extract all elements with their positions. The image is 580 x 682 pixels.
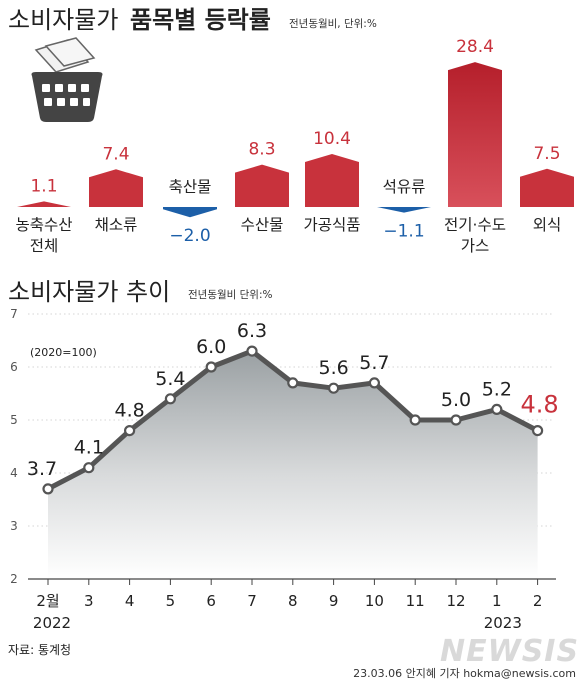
- bar-value-label: 10.4: [313, 129, 351, 149]
- bar-value-label: 28.4: [456, 37, 494, 57]
- bar: [305, 153, 359, 207]
- bar: [235, 164, 289, 207]
- data-value-label: 6.0: [196, 336, 226, 358]
- year-label: 2022: [33, 614, 71, 632]
- data-point: [205, 361, 217, 373]
- data-point: [531, 425, 544, 437]
- y-tick-label: 7: [10, 307, 18, 321]
- data-point: [287, 377, 299, 389]
- bar: [89, 169, 143, 207]
- shopping-basket-icon: [31, 37, 103, 122]
- x-tick-label: 1: [492, 592, 502, 610]
- bar-value-label: 7.5: [533, 144, 560, 164]
- data-point: [246, 345, 258, 357]
- category-label: 전체: [30, 237, 59, 255]
- x-tick-label: 10: [365, 592, 384, 610]
- y-tick-label: 5: [10, 413, 18, 427]
- bar-value-label: 1.1: [30, 176, 57, 196]
- bar: [520, 168, 574, 207]
- data-value-label: 4.8: [114, 400, 144, 422]
- x-tick-label: 7: [247, 592, 257, 610]
- data-point: [83, 462, 95, 474]
- data-point: [42, 483, 54, 495]
- x-tick-label: 11: [406, 592, 425, 610]
- category-label: 채소류: [95, 216, 138, 234]
- category-label: 외식: [533, 216, 562, 234]
- x-tick-label: 2월: [36, 592, 59, 610]
- bar: [448, 62, 502, 207]
- category-label: 축산물: [169, 178, 212, 196]
- category-label: 수산물: [241, 216, 284, 234]
- base-note: (2020=100): [30, 346, 97, 359]
- category-label: 가스: [461, 237, 490, 255]
- data-value-label: 5.6: [318, 357, 348, 379]
- category-label: 농축수산: [15, 216, 72, 234]
- year-label: 2023: [484, 614, 522, 632]
- bottom-title: 소비자물가 추이: [8, 278, 170, 306]
- top-title-part1: 소비자물가: [8, 6, 118, 34]
- data-value-label: 4.8: [521, 391, 559, 419]
- data-value-label: 5.0: [441, 389, 471, 411]
- data-point: [328, 382, 340, 394]
- y-tick-label: 2: [10, 572, 18, 586]
- data-point: [409, 414, 421, 426]
- x-tick-label: 3: [84, 592, 94, 610]
- data-point: [368, 377, 380, 389]
- source-note: 자료: 통계청: [8, 643, 71, 657]
- data-point: [491, 403, 503, 415]
- y-tick-label: 6: [10, 360, 18, 374]
- bar: [377, 207, 431, 213]
- x-tick-label: 8: [288, 592, 298, 610]
- credit-line: 23.03.06 안지혜 기자 hokma@newsis.com: [353, 667, 576, 680]
- x-tick-label: 12: [446, 592, 465, 610]
- x-tick-label: 4: [125, 592, 135, 610]
- data-value-label: 4.1: [74, 437, 104, 459]
- x-tick-label: 6: [206, 592, 216, 610]
- data-value-label: 5.2: [482, 378, 512, 400]
- bar-value-label: 8.3: [248, 140, 275, 160]
- bottom-unit: 전년동월비 단위:%: [188, 288, 272, 301]
- category-label: 석유류: [383, 178, 426, 196]
- bar-value-label: −2.0: [169, 226, 210, 246]
- data-point: [124, 425, 136, 437]
- x-tick-label: 2: [533, 592, 543, 610]
- bar: [17, 201, 71, 207]
- area-fill: [48, 351, 538, 579]
- top-title-part2: 품목별 등락률: [130, 6, 271, 34]
- data-value-label: 5.7: [359, 352, 389, 374]
- bar-value-label: 7.4: [102, 144, 129, 164]
- bar: [163, 207, 217, 218]
- y-tick-label: 3: [10, 519, 18, 533]
- category-label: 가공식품: [303, 216, 360, 234]
- x-tick-label: 9: [329, 592, 339, 610]
- data-point: [164, 393, 176, 405]
- category-label: 전기·수도: [444, 216, 506, 234]
- y-tick-label: 4: [10, 466, 18, 480]
- data-value-label: 3.7: [27, 458, 57, 480]
- bar-value-label: −1.1: [383, 222, 424, 242]
- cpi-trend-chart: 2 3 4 5 6 7 2월 3.7 3 4.1 4 4.8 5 5.4 6 6.0 7 6.3 8 9 5.6 10 5.…: [10, 307, 559, 632]
- top-unit: 전년동월비, 단위:%: [289, 17, 377, 30]
- data-value-label: 5.4: [155, 368, 185, 390]
- data-point: [450, 414, 462, 426]
- x-tick-label: 5: [166, 592, 176, 610]
- watermark: NEWSIS: [440, 634, 579, 669]
- data-value-label: 6.3: [237, 320, 267, 342]
